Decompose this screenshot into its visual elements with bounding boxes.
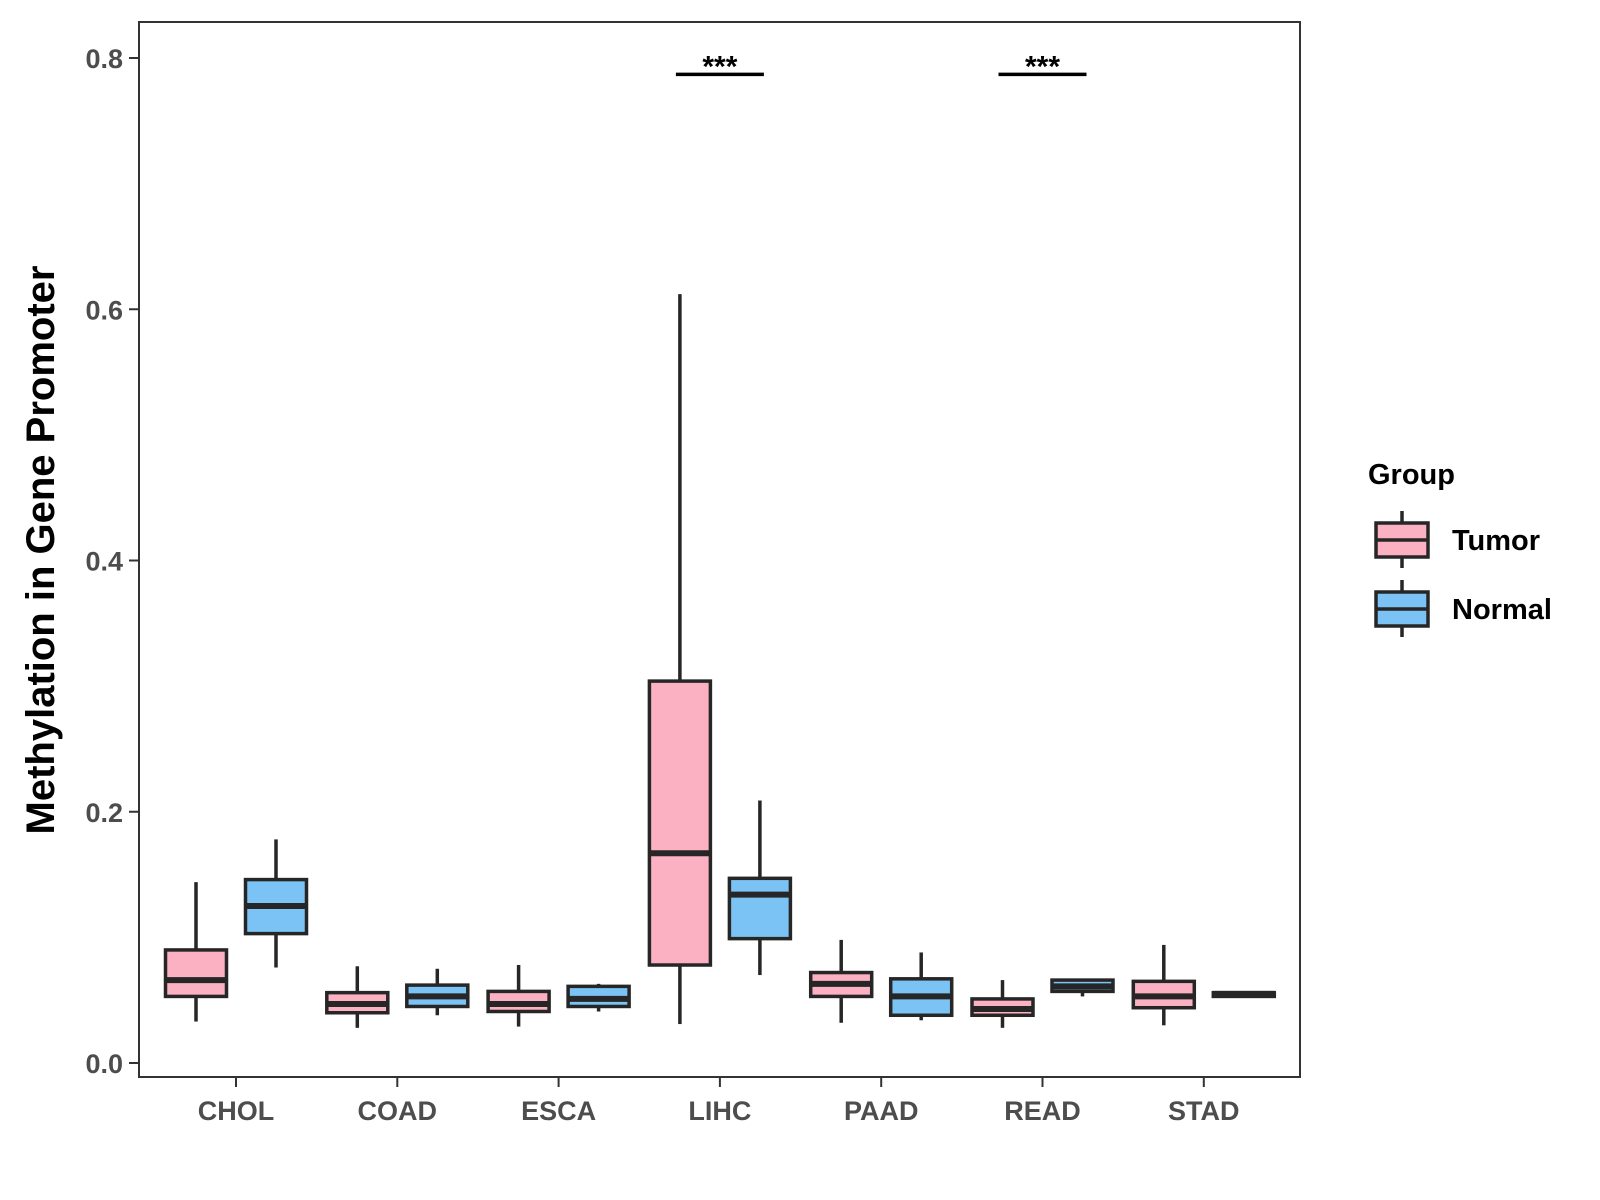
box-tumor-esca: [486, 965, 551, 1027]
box-iqr: [163, 948, 229, 999]
y-tick-label: 0.4: [85, 547, 123, 577]
box-tumor-read: [970, 980, 1035, 1028]
x-tick-label-lihc: LIHC: [688, 1096, 751, 1126]
box-tumor-chol: [163, 882, 229, 1022]
boxes-group: [163, 294, 1277, 1028]
y-tick-label: 0.6: [85, 295, 123, 325]
significance-label-lihc: ***: [702, 50, 737, 83]
plot-area: 0.0 0.2 0.4 0.6 0.8 CHOL COAD ESCA LIHC PAAD READ…: [85, 21, 1301, 1126]
significance-label-read: ***: [1025, 50, 1060, 83]
x-tick-label-chol: CHOL: [198, 1096, 275, 1126]
y-axis-title: Methylation in Gene Promoter: [19, 266, 63, 835]
box-tumor-coad: [325, 966, 390, 1028]
x-tick-label-read: READ: [1004, 1096, 1081, 1126]
box-normal-lihc: [727, 800, 793, 976]
x-tick-label-coad: COAD: [358, 1096, 438, 1126]
x-axis: CHOL COAD ESCA LIHC PAAD READ STAD: [198, 1077, 1240, 1126]
box-tumor-lihc: [647, 294, 713, 1025]
box-tumor-paad: [808, 939, 874, 1023]
legend-item-normal: Normal: [1374, 580, 1552, 637]
x-tick-label-stad: STAD: [1168, 1096, 1240, 1126]
box-iqr: [647, 679, 713, 967]
y-tick-label: 0.2: [85, 798, 123, 828]
box-normal-stad: [1211, 990, 1277, 999]
legend-label: Normal: [1452, 594, 1552, 626]
box-normal-esca: [566, 983, 631, 1012]
x-tick-label-paad: PAAD: [844, 1096, 919, 1126]
legend-title: Group: [1368, 459, 1455, 491]
legend-entries: Tumor Normal: [1374, 511, 1552, 637]
box-normal-read: [1050, 978, 1115, 997]
box-normal-coad: [405, 968, 470, 1016]
y-tick-label: 0.0: [85, 1049, 123, 1079]
panel-border: [138, 21, 1301, 1078]
box-iqr: [727, 876, 793, 941]
significance-annotations: *** ***: [675, 50, 1087, 83]
legend-label: Tumor: [1452, 525, 1540, 557]
box-normal-paad: [888, 952, 954, 1021]
box-tumor-stad: [1131, 944, 1197, 1026]
legend: Group Tumor Normal: [1368, 459, 1552, 637]
y-axis: 0.0 0.2 0.4 0.6 0.8: [85, 44, 139, 1079]
y-tick-label: 0.8: [85, 44, 123, 74]
box-normal-chol: [243, 839, 309, 968]
legend-item-tumor: Tumor: [1374, 511, 1540, 568]
x-tick-label-esca: ESCA: [521, 1096, 596, 1126]
